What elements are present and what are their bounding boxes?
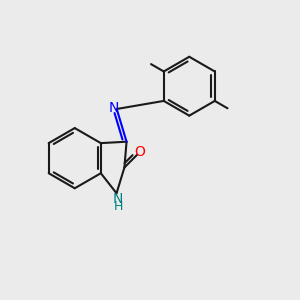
Text: O: O [134,145,145,159]
Text: N: N [113,192,123,206]
Text: N: N [108,101,119,115]
Text: H: H [113,200,123,213]
